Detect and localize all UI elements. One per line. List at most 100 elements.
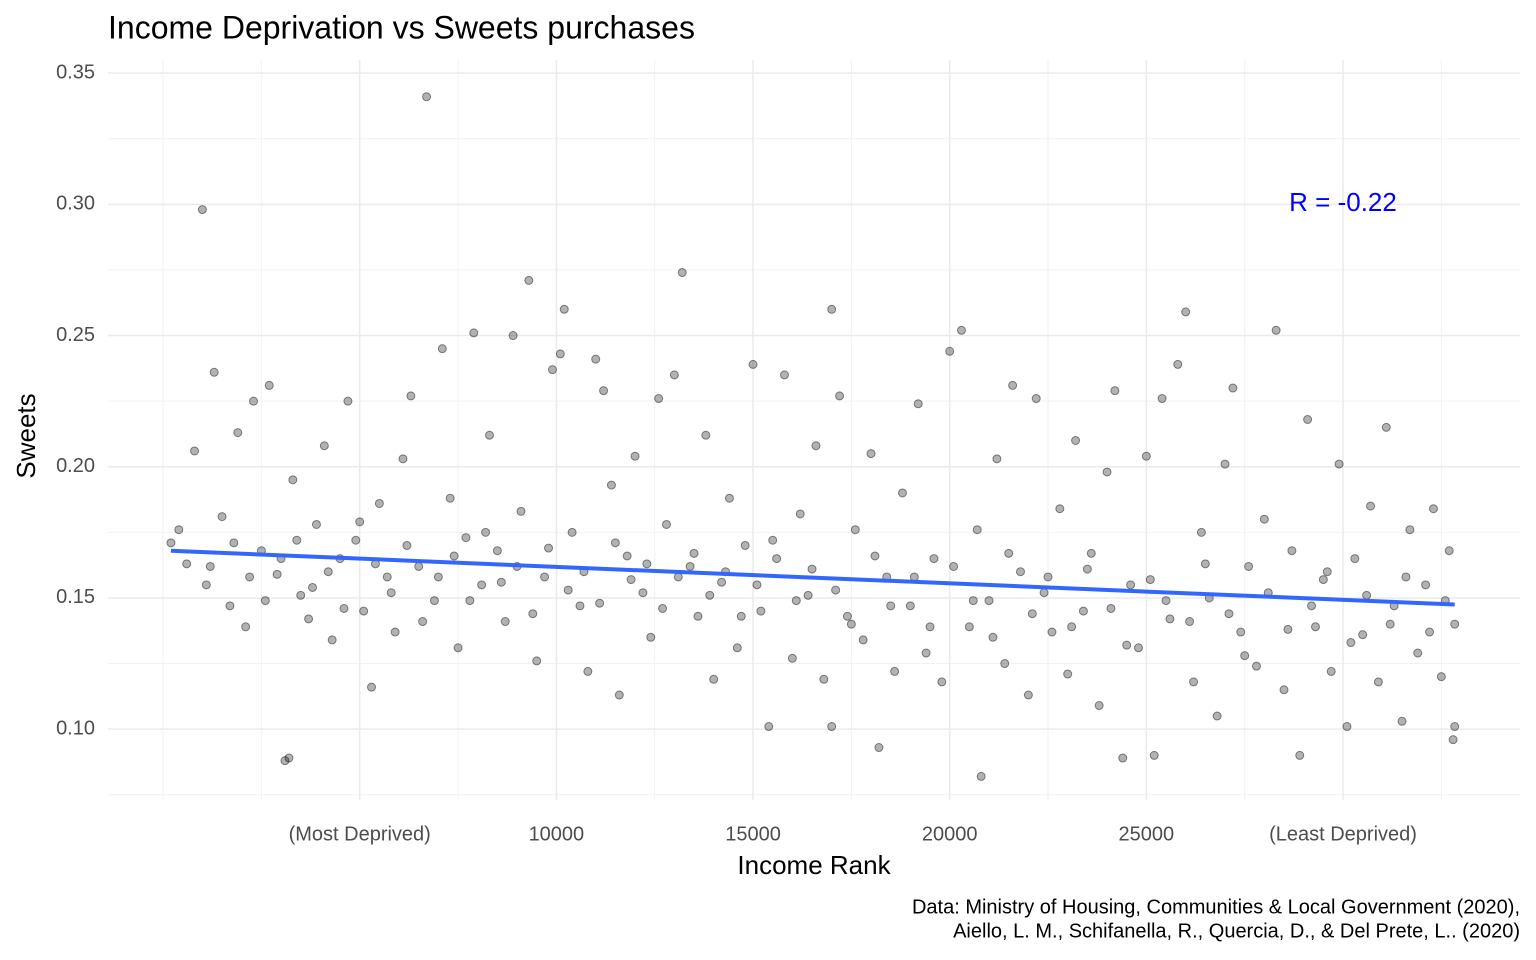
point	[1318, 575, 1328, 585]
y-axis-label: Sweets	[11, 393, 41, 478]
point	[984, 596, 994, 606]
point	[1448, 735, 1458, 745]
point	[1283, 624, 1293, 634]
point	[599, 386, 609, 396]
x-tick-label: 15000	[725, 823, 781, 845]
point	[249, 396, 259, 406]
point	[229, 538, 239, 548]
point	[724, 493, 734, 503]
point	[886, 601, 896, 611]
point	[1334, 459, 1344, 469]
point	[1244, 561, 1254, 571]
point	[701, 430, 711, 440]
point	[654, 394, 664, 404]
point	[449, 551, 459, 561]
point	[1185, 617, 1195, 627]
point	[351, 535, 361, 545]
point	[1444, 546, 1454, 556]
point	[968, 596, 978, 606]
point	[1381, 422, 1391, 432]
point	[1240, 651, 1250, 661]
point	[606, 480, 616, 490]
point	[1271, 325, 1281, 335]
point	[1200, 559, 1210, 569]
point	[1350, 554, 1360, 564]
point	[956, 325, 966, 335]
point	[1450, 619, 1460, 629]
point	[1450, 722, 1460, 732]
point	[827, 722, 837, 732]
point	[1071, 435, 1081, 445]
point	[622, 551, 632, 561]
point	[233, 428, 243, 438]
point	[209, 367, 219, 377]
point	[1405, 525, 1415, 535]
point	[1228, 383, 1238, 393]
point	[339, 603, 349, 613]
point	[296, 590, 306, 600]
point	[1196, 527, 1206, 537]
caption: Aiello, L. M., Schifanella, R., Quercia,…	[953, 920, 1520, 942]
point	[563, 585, 573, 595]
point	[182, 559, 192, 569]
point	[964, 622, 974, 632]
point	[280, 756, 290, 766]
point	[890, 666, 900, 676]
point	[905, 601, 915, 611]
point	[1055, 504, 1065, 514]
point	[1126, 580, 1136, 590]
point	[1102, 467, 1112, 477]
point	[1295, 750, 1305, 760]
point	[406, 391, 416, 401]
point	[976, 771, 986, 781]
point	[583, 666, 593, 676]
point	[1000, 659, 1010, 669]
point	[343, 396, 353, 406]
point	[292, 535, 302, 545]
point	[795, 509, 805, 519]
point	[748, 359, 758, 369]
point	[174, 525, 184, 535]
point	[1165, 614, 1175, 624]
point	[752, 580, 762, 590]
y-tick-label: 0.20	[56, 455, 95, 477]
point	[359, 606, 369, 616]
point	[1094, 701, 1104, 711]
point	[1326, 666, 1336, 676]
point	[418, 617, 428, 627]
point	[1342, 722, 1352, 732]
point	[1157, 394, 1167, 404]
point	[791, 596, 801, 606]
point	[1303, 415, 1313, 425]
point	[1004, 548, 1014, 558]
point	[567, 527, 577, 537]
point	[197, 205, 207, 215]
point	[1141, 451, 1151, 461]
point	[929, 554, 939, 564]
point	[1189, 677, 1199, 687]
point	[1145, 575, 1155, 585]
x-tick-label: (Least Deprived)	[1269, 823, 1417, 845]
point	[1173, 359, 1183, 369]
point	[1110, 386, 1120, 396]
point	[241, 622, 251, 632]
point	[1086, 548, 1096, 558]
point	[819, 674, 829, 684]
point	[492, 546, 502, 556]
point	[768, 535, 778, 545]
point	[842, 611, 852, 621]
point	[260, 596, 270, 606]
point	[367, 682, 377, 692]
point	[496, 577, 506, 587]
point	[1220, 459, 1230, 469]
point	[1161, 596, 1171, 606]
y-tick-label: 0.30	[56, 193, 95, 215]
point	[1063, 669, 1073, 679]
point	[528, 609, 538, 619]
point	[1362, 590, 1372, 600]
point	[717, 577, 727, 587]
point	[516, 506, 526, 516]
point	[1027, 609, 1037, 619]
point	[807, 564, 817, 574]
